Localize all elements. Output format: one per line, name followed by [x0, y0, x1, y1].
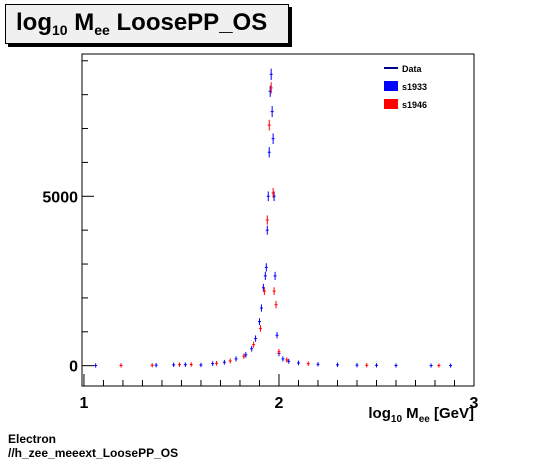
- footer-line-2: //h_zee_meeext_LoosePP_OS: [8, 446, 179, 460]
- x-tick-label: 1: [79, 395, 88, 412]
- axis-tick-labels: 0 5000 1 2 3: [42, 189, 478, 412]
- x-axis-label: log10 Mee [GeV]: [368, 405, 474, 425]
- x-tick-label: 2: [275, 395, 284, 412]
- legend-box-s1946: [384, 99, 398, 109]
- x-tick-label: 3: [470, 395, 479, 412]
- legend-label-s1933: s1933: [402, 82, 427, 92]
- legend-box-s1933: [384, 81, 398, 91]
- legend-label-s1946: s1946: [402, 100, 427, 110]
- legend-label-Data: Data: [402, 64, 423, 74]
- y-tick-label: 0: [69, 359, 78, 376]
- y-tick-label: 5000: [42, 189, 78, 206]
- legend: Data s1933 s1946: [384, 64, 427, 110]
- plot-frame: [81, 53, 475, 387]
- footer: Electron //h_zee_meeext_LoosePP_OS: [8, 432, 178, 460]
- footer-line-1: Electron: [8, 432, 57, 446]
- series-s1946: [119, 82, 441, 368]
- title-box: log10 Mee LoosePP_OS: [5, 4, 289, 44]
- axis-ticks: [82, 60, 475, 386]
- chart-title: log10 Mee LoosePP_OS: [16, 9, 268, 38]
